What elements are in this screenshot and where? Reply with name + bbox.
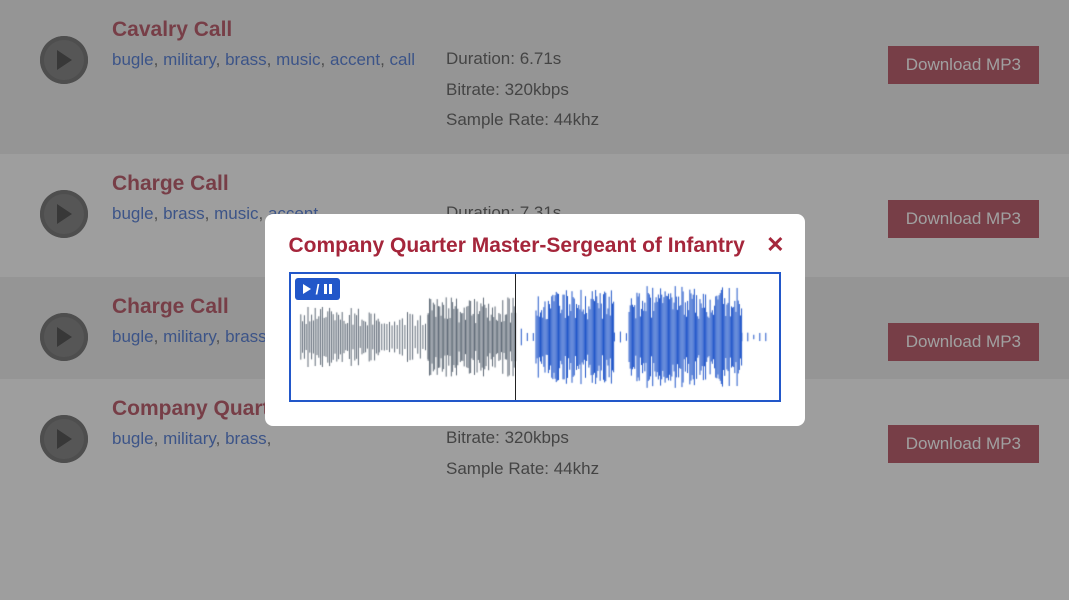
playhead-cursor[interactable] (515, 274, 517, 400)
modal-title: Company Quarter Master-Sergeant of Infan… (289, 234, 781, 258)
slash: / (316, 281, 320, 297)
audio-preview-modal: Company Quarter Master-Sergeant of Infan… (265, 214, 805, 426)
pause-icon (323, 284, 333, 294)
waveform-canvas (291, 274, 781, 400)
modal-overlay[interactable]: Company Quarter Master-Sergeant of Infan… (0, 0, 1069, 600)
play-pause-button[interactable]: / (295, 278, 341, 300)
play-icon (302, 284, 312, 294)
waveform-container[interactable]: / (289, 272, 781, 402)
close-icon[interactable]: ✕ (766, 232, 784, 258)
